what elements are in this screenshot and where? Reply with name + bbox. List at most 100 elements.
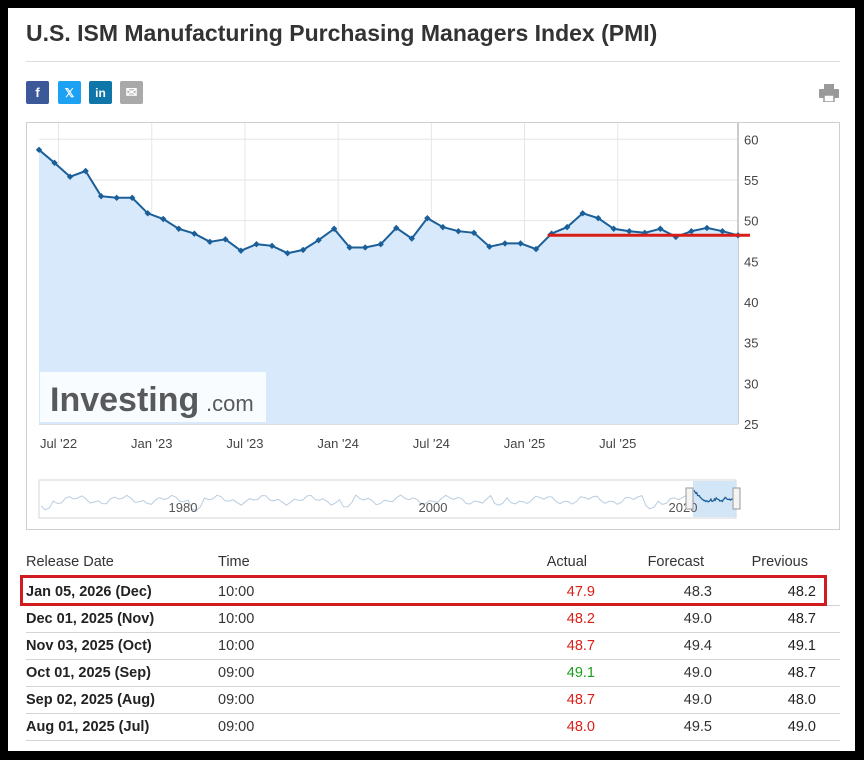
printer-icon[interactable] xyxy=(819,84,839,102)
data-point[interactable] xyxy=(82,167,89,175)
data-point[interactable] xyxy=(470,229,478,237)
data-point[interactable] xyxy=(703,224,711,232)
actual-cell: 48.7 xyxy=(566,638,595,654)
navigator-right-handle[interactable] xyxy=(732,487,741,510)
data-point[interactable] xyxy=(175,225,182,232)
header-previous: Previous xyxy=(751,554,808,570)
table-row: Aug 01, 2025 (Jul) 09:00 48.0 49.5 49.0 xyxy=(26,713,840,741)
data-point[interactable] xyxy=(237,247,245,254)
data-point[interactable] xyxy=(439,223,447,231)
data-point[interactable] xyxy=(377,241,384,248)
chart-container xyxy=(26,122,840,530)
forecast-cell: 49.4 xyxy=(683,638,712,654)
data-point[interactable] xyxy=(284,249,291,257)
header-time: Time xyxy=(218,554,250,570)
data-point[interactable] xyxy=(35,146,43,154)
data-point[interactable] xyxy=(719,227,726,235)
data-point[interactable] xyxy=(299,246,307,254)
release-date-cell: Dec 01, 2025 (Nov) xyxy=(26,611,155,627)
time-cell: 09:00 xyxy=(218,665,255,681)
linkedin-share-button[interactable]: in xyxy=(89,81,112,104)
time-cell: 10:00 xyxy=(218,584,255,600)
data-point[interactable] xyxy=(206,238,214,245)
x-tick-label: Jul '23 xyxy=(226,436,263,451)
y-tick-label: 30 xyxy=(744,376,758,391)
x-share-button[interactable]: 𝕏 xyxy=(58,81,81,104)
title-divider xyxy=(26,61,840,62)
y-tick-label: 60 xyxy=(744,132,758,147)
previous-cell: 49.1 xyxy=(787,638,816,654)
table-row: Sep 02, 2025 (Aug) 09:00 48.7 49.0 48.0 xyxy=(26,686,840,714)
y-tick-label: 25 xyxy=(744,417,758,432)
release-date-cell: Nov 03, 2025 (Oct) xyxy=(26,638,152,654)
navigator-left-handle[interactable] xyxy=(685,487,694,510)
data-point[interactable] xyxy=(579,210,586,217)
previous-cell: 48.0 xyxy=(787,692,816,708)
data-point[interactable] xyxy=(626,227,633,235)
header-actual: Actual xyxy=(546,554,587,570)
navigator-year-label: 2000 xyxy=(419,500,448,515)
y-tick-label: 45 xyxy=(744,254,758,269)
data-point[interactable] xyxy=(563,223,571,231)
data-point[interactable] xyxy=(595,214,602,222)
data-point[interactable] xyxy=(97,193,105,200)
data-point[interactable] xyxy=(486,243,493,250)
time-cell: 09:00 xyxy=(218,692,255,708)
header-forecast: Forecast xyxy=(647,554,704,570)
x-tick-label: Jul '22 xyxy=(40,436,77,451)
actual-cell: 47.9 xyxy=(566,584,595,600)
data-point[interactable] xyxy=(160,215,167,223)
data-point[interactable] xyxy=(532,245,540,253)
data-point[interactable] xyxy=(268,242,276,250)
data-point[interactable] xyxy=(129,194,136,202)
investing-watermark: Investing .com xyxy=(40,372,266,422)
forecast-cell: 49.0 xyxy=(683,692,712,708)
data-point[interactable] xyxy=(253,241,260,248)
previous-cell: 48.7 xyxy=(787,665,816,681)
x-tick-label: Jan '25 xyxy=(504,436,546,451)
previous-cell: 48.7 xyxy=(787,611,816,627)
facebook-share-button[interactable]: f xyxy=(26,81,49,104)
watermark-suffix: .com xyxy=(206,391,254,416)
watermark-brand: Investing xyxy=(50,381,199,419)
data-point[interactable] xyxy=(191,230,198,237)
data-point[interactable] xyxy=(362,244,369,251)
y-tick-label: 35 xyxy=(744,336,758,351)
release-date-cell: Oct 01, 2025 (Sep) xyxy=(26,665,151,681)
latest-release-highlight xyxy=(20,575,827,606)
data-point[interactable] xyxy=(51,159,58,167)
data-point[interactable] xyxy=(346,244,353,251)
time-cell: 09:00 xyxy=(218,719,255,735)
actual-cell: 49.1 xyxy=(566,665,595,681)
data-point[interactable] xyxy=(393,224,400,232)
data-point[interactable] xyxy=(657,225,664,232)
time-navigator[interactable]: 1980 2000 2020 xyxy=(38,479,741,519)
x-tick-label: Jul '25 xyxy=(599,436,636,451)
table-row: Dec 01, 2025 (Nov) 10:00 48.2 49.0 48.7 xyxy=(26,605,840,633)
x-tick-label: Jan '24 xyxy=(317,436,359,451)
data-point[interactable] xyxy=(66,173,74,180)
data-point[interactable] xyxy=(144,210,151,217)
data-point[interactable] xyxy=(113,194,120,202)
time-cell: 10:00 xyxy=(218,638,255,654)
data-point[interactable] xyxy=(610,225,617,232)
email-icon: ✉ xyxy=(125,84,138,100)
data-point[interactable] xyxy=(222,236,229,243)
header-release-date: Release Date xyxy=(26,554,114,570)
data-point[interactable] xyxy=(315,236,322,244)
data-point[interactable] xyxy=(424,214,431,222)
data-point[interactable] xyxy=(517,240,524,247)
linkedin-icon: in xyxy=(95,85,106,100)
data-point[interactable] xyxy=(641,229,648,237)
facebook-icon: f xyxy=(35,85,40,100)
data-point[interactable] xyxy=(501,240,509,247)
data-point[interactable] xyxy=(408,235,415,242)
table-row: Nov 03, 2025 (Oct) 10:00 48.7 49.4 49.1 xyxy=(26,632,840,660)
forecast-cell: 49.0 xyxy=(683,665,712,681)
widget-frame: U.S. ISM Manufacturing Purchasing Manage… xyxy=(8,8,855,751)
email-share-button[interactable]: ✉ xyxy=(120,81,143,104)
data-point[interactable] xyxy=(455,227,462,235)
data-point[interactable] xyxy=(688,227,695,235)
data-point[interactable] xyxy=(330,225,338,232)
navigator-year-label: 1980 xyxy=(169,500,198,515)
